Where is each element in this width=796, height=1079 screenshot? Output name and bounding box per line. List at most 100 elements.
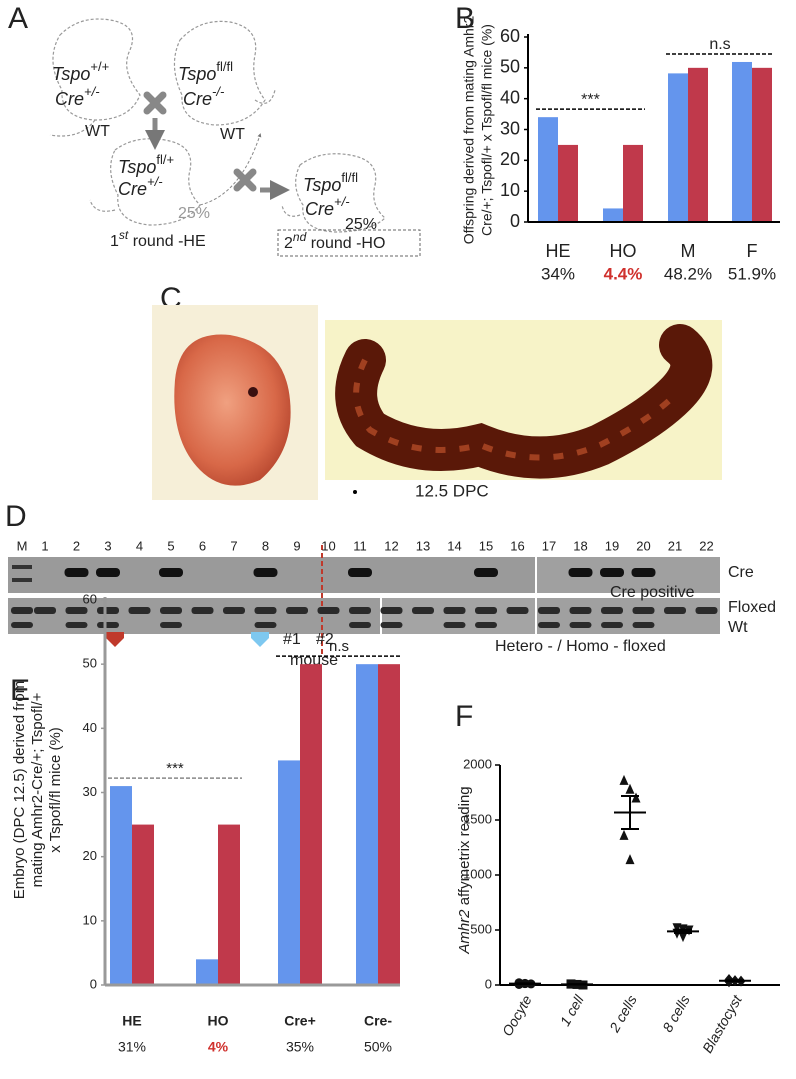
- panel-letter: A: [8, 2, 28, 35]
- y-tick-label: 20: [500, 149, 520, 169]
- band: [631, 568, 656, 577]
- x-tick-label: M: [681, 241, 696, 261]
- band: [412, 607, 434, 614]
- gel: Cre Cre positive Floxed Wt #1 #2 mouse H…: [8, 538, 776, 669]
- percent: 25%: [178, 205, 210, 222]
- band: [475, 607, 497, 614]
- value-label: 50%: [364, 1039, 392, 1055]
- error-bar: [674, 928, 692, 934]
- y-tick-label: 30: [83, 784, 97, 799]
- mouse-tail: [281, 204, 301, 217]
- lane-label: 2: [73, 538, 80, 553]
- blue-arrow: [251, 632, 269, 647]
- x-tick-label: HO: [610, 241, 637, 261]
- value-label: 4.4%: [604, 264, 643, 283]
- band: [474, 568, 498, 577]
- embryo-eye: [248, 387, 258, 397]
- y-tick-label: 60: [83, 591, 97, 606]
- y-axis-label: Offspring derived from mating Amhr2: [461, 16, 477, 245]
- cross: [143, 91, 167, 115]
- lane-label: 14: [447, 538, 461, 553]
- x-tick-label: Cre+: [284, 1013, 316, 1029]
- lane-label: 3: [104, 538, 111, 553]
- band: [11, 622, 33, 628]
- genotype-label: WT: [220, 126, 245, 143]
- band: [475, 622, 497, 628]
- band: [632, 622, 655, 628]
- band: [97, 622, 119, 628]
- band: [34, 607, 56, 614]
- point: [619, 774, 629, 785]
- band: [159, 568, 183, 577]
- error-bar: [516, 982, 534, 986]
- bar: [110, 786, 132, 985]
- y-tick-label: 500: [470, 921, 492, 936]
- lane-label: 16: [510, 538, 524, 553]
- y-axis-label: Cre/+; Tspofl/+ x Tspofl/fl mice (%): [479, 24, 495, 236]
- x-tick-label: F: [747, 241, 758, 261]
- panel-letter: B: [455, 2, 475, 35]
- photo-caption: 12.5 DPC: [415, 481, 489, 500]
- lane-label: 6: [199, 538, 206, 553]
- embryo-photo: [152, 305, 318, 500]
- round-label: 2nd round -HO: [284, 230, 385, 252]
- band: [538, 607, 560, 614]
- y-tick-label: 50: [500, 57, 520, 77]
- band: [601, 607, 623, 614]
- y-tick-label: 0: [485, 976, 492, 991]
- gel-label: #2: [316, 631, 334, 648]
- breeding-diagram: [49, 18, 386, 233]
- bar: [278, 760, 300, 985]
- round-label: 1st round -HE: [110, 228, 206, 250]
- intestine-photo: [325, 320, 722, 480]
- band: [160, 607, 182, 614]
- gel-strip: [537, 557, 720, 593]
- y-axis-label-part: Amhr2: [456, 909, 473, 955]
- bar: [132, 824, 154, 985]
- band: [97, 607, 119, 614]
- band: [569, 607, 592, 614]
- lane-label: 4: [136, 538, 143, 553]
- lane-label: 22: [699, 538, 713, 553]
- band: [160, 622, 182, 628]
- band: [254, 607, 277, 614]
- band: [601, 622, 623, 628]
- gel-label: Wt: [728, 619, 748, 636]
- y-axis-label: Embryo (DPC 12.5) derived from: [11, 681, 28, 899]
- band: [286, 607, 308, 614]
- y-tick-label: 60: [500, 26, 520, 46]
- mouse-outline: [52, 18, 141, 121]
- band: [569, 622, 592, 628]
- band: [191, 607, 214, 614]
- x-tick-label: Oocyte: [499, 992, 535, 1039]
- lane-label: 19: [605, 538, 619, 553]
- cross: [233, 168, 257, 192]
- value-label: 35%: [286, 1039, 314, 1055]
- y-tick-label: 0: [90, 976, 97, 991]
- bar: [603, 208, 623, 222]
- bar: [218, 824, 240, 985]
- gel-label: #1: [283, 631, 301, 648]
- x-tick-label: 8 cells: [659, 992, 693, 1034]
- band: [538, 622, 560, 628]
- significance-label: ***: [581, 91, 600, 108]
- y-axis-label: mating Amhr2-Cre/+; Tspofl/+: [29, 692, 46, 887]
- y-tick-label: 2000: [463, 756, 492, 771]
- dot: [353, 490, 357, 494]
- x-tick-label: HE: [545, 241, 570, 261]
- gel-label: Cre: [728, 564, 754, 581]
- point: [619, 829, 629, 840]
- genotype-text: Cre+/-: [305, 194, 350, 218]
- genotype-text: Cre-/-: [183, 84, 225, 108]
- lane-label: 7: [230, 538, 237, 553]
- band: [380, 622, 403, 628]
- red-arrow: [106, 632, 124, 647]
- y-tick-label: 1500: [463, 811, 492, 826]
- gel-strip: [382, 598, 535, 634]
- mouse-outline: [173, 20, 266, 126]
- mouse-outline: [295, 153, 386, 233]
- significance-label: ***: [166, 760, 184, 777]
- x-tick-label: Blastocyst: [699, 991, 745, 1055]
- x-tick-label: HO: [208, 1013, 229, 1029]
